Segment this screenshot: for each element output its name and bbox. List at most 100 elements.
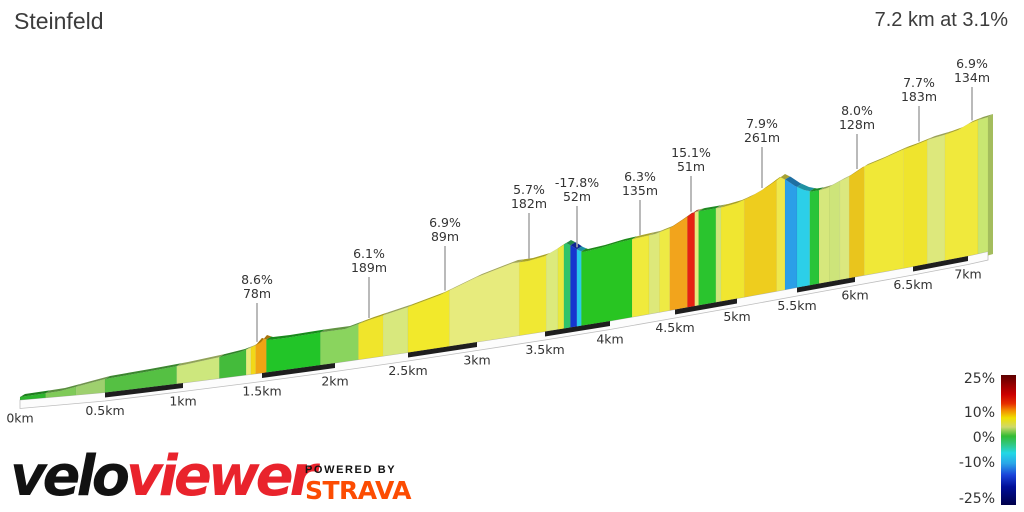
profile-crest — [649, 229, 665, 236]
profile-segment — [648, 231, 660, 315]
axis-dash — [675, 298, 737, 315]
annotation-gradient: 8.0% — [841, 103, 873, 118]
profile-segment — [250, 344, 256, 375]
profile-segment — [576, 248, 582, 327]
profile-segment — [864, 149, 904, 276]
distance-tick-label: 2km — [321, 374, 348, 389]
distance-tick-label: 1km — [169, 394, 196, 409]
annotation-length: 128m — [839, 117, 875, 132]
profile-crest — [659, 225, 675, 233]
distance-tick-label: 6km — [841, 288, 868, 303]
profile-crest — [76, 376, 110, 387]
distance-tick-label: 3km — [463, 353, 490, 368]
distance-tick-label: 0.5km — [85, 403, 124, 418]
annotation-gradient: 7.7% — [903, 75, 935, 90]
profile-segment — [518, 254, 547, 336]
profile-crest — [903, 137, 933, 150]
profile-segment — [809, 189, 820, 286]
profile-crest — [829, 178, 845, 187]
profile-segment — [581, 238, 633, 326]
profile-segment — [557, 243, 565, 330]
profile-crest — [219, 346, 252, 358]
annotation-length: 52m — [563, 189, 591, 204]
profile-segment — [563, 242, 571, 329]
profile-crest — [809, 187, 824, 192]
profile-crest — [944, 117, 983, 135]
profile-crest — [408, 287, 455, 307]
profile-crest — [563, 240, 576, 246]
profile-crest — [266, 329, 326, 340]
distance-tick-label: 0km — [6, 411, 33, 426]
annotation-length: 134m — [954, 70, 990, 85]
profile-segment — [720, 199, 745, 302]
profile-segment — [407, 289, 450, 353]
strava-wordmark: STRAVA — [305, 476, 411, 505]
annotation-gradient: 6.3% — [624, 169, 656, 184]
profile-crest — [720, 196, 750, 208]
profile-segment — [245, 347, 252, 376]
profile-crest — [849, 163, 870, 177]
legend-label: 0% — [973, 430, 995, 446]
distance-tick-label: 4.5km — [655, 320, 694, 335]
profile-segment — [382, 306, 409, 357]
annotation-length: 183m — [901, 89, 937, 104]
profile-crest — [698, 205, 721, 212]
profile-crest — [45, 383, 82, 394]
annotation-gradient: -17.8% — [555, 175, 599, 190]
axis-dash — [408, 342, 477, 358]
annotation-length: 78m — [243, 286, 271, 301]
profile-crest — [176, 354, 225, 367]
profile-segment — [977, 116, 989, 255]
distance-tick-label: 3.5km — [525, 342, 564, 357]
distance-tick-label: 7km — [954, 267, 981, 282]
profile-crest — [105, 363, 182, 379]
profile-crest — [864, 146, 909, 167]
profile-segment — [796, 186, 811, 288]
legend-label: -25% — [959, 491, 995, 507]
profile-segment — [570, 244, 578, 328]
profile-crest — [20, 390, 51, 397]
profile-crest — [255, 335, 272, 346]
legend-label: 10% — [964, 405, 995, 421]
strava-logo[interactable]: POWERED BY STRAVA — [305, 464, 411, 503]
profile-crest — [839, 173, 855, 181]
annotation-length: 89m — [431, 229, 459, 244]
profile-crest — [744, 176, 782, 200]
profile-segment — [546, 247, 559, 332]
annotation-length: 261m — [744, 130, 780, 145]
powered-by-text: POWERED BY — [305, 464, 397, 476]
annotation-length: 51m — [677, 159, 705, 174]
profile-crest — [576, 246, 587, 252]
annotation-gradient: 7.9% — [746, 116, 778, 131]
annotation-gradient: 8.6% — [241, 272, 273, 287]
profile-segment — [944, 119, 979, 261]
profile-crest — [694, 208, 704, 213]
axis-dash — [262, 363, 335, 378]
profile-crest — [776, 174, 790, 180]
profile-segment — [659, 227, 671, 313]
profile-crest — [383, 304, 413, 316]
profile-crest — [320, 321, 364, 333]
distance-tick-label: 2.5km — [388, 363, 427, 378]
annotation-gradient: 6.9% — [429, 215, 461, 230]
profile-segment — [449, 261, 520, 347]
axis-dash — [913, 256, 968, 272]
profile-crest — [449, 259, 525, 291]
profile-crest — [581, 236, 638, 252]
veloviewer-logo[interactable]: veloviewer — [10, 449, 317, 505]
legend-label: -10% — [959, 455, 995, 471]
annotation-gradient: 6.9% — [956, 56, 988, 71]
annotation-length: 182m — [511, 196, 547, 211]
profile-segment — [818, 186, 830, 284]
profile-crest — [927, 131, 950, 141]
axis-dash — [105, 383, 183, 398]
profile-segment — [903, 139, 928, 269]
profile-segment — [669, 215, 688, 311]
profile-segment — [631, 234, 650, 318]
profile-crest — [546, 245, 563, 256]
logo-velo-text: velo — [10, 444, 130, 509]
profile-crest — [519, 252, 552, 263]
profile-crest — [246, 344, 256, 350]
gradient-legend-bar — [1001, 375, 1016, 505]
